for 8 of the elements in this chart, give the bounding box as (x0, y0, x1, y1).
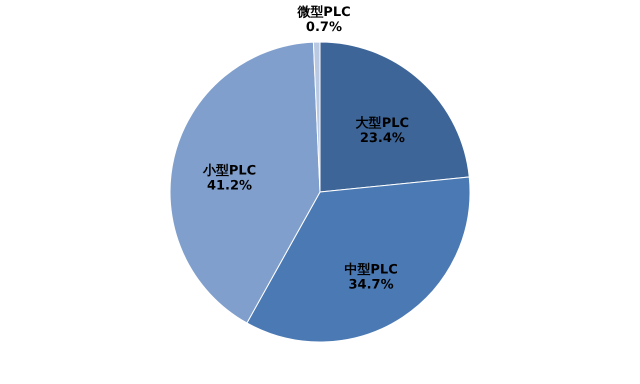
data-label: 0.7% (306, 20, 342, 36)
data-label: 34.7% (348, 278, 394, 293)
data-label: 23.4% (360, 131, 405, 146)
slice-label: 中型PLC (344, 262, 398, 278)
slice-label: 小型PLC (202, 164, 256, 179)
slice-label: 微型PLC (296, 5, 351, 20)
slice-label: 大型PLC (356, 116, 410, 132)
data-label: 41.2% (206, 178, 252, 194)
